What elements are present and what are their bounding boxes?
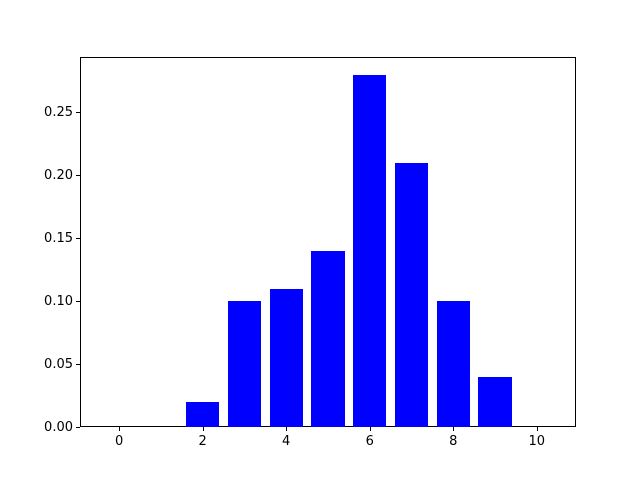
y-tick-mark xyxy=(76,301,80,303)
x-tick-mark xyxy=(453,427,455,431)
bar-x5 xyxy=(311,250,345,427)
y-tick-mark xyxy=(76,238,80,240)
bar-x2 xyxy=(186,401,220,427)
y-tick-mark xyxy=(76,112,80,114)
bar-x7 xyxy=(394,162,429,427)
bar-x4 xyxy=(269,288,303,427)
y-tick-label: 0.05 xyxy=(44,356,73,372)
x-tick-mark xyxy=(202,427,204,431)
x-tick-label: 10 xyxy=(528,434,546,449)
y-tick-mark xyxy=(76,427,80,428)
y-tick-label: 0.20 xyxy=(44,167,73,183)
x-tick-mark xyxy=(536,427,538,431)
x-tick-mark xyxy=(369,427,371,431)
x-tick-label: 4 xyxy=(282,434,291,449)
y-tick-label: 0.15 xyxy=(44,230,73,246)
x-tick-label: 0 xyxy=(115,434,124,449)
bar-x8 xyxy=(436,301,470,427)
x-tick-mark xyxy=(119,427,121,431)
y-tick-label: 0.25 xyxy=(44,104,73,120)
bar-x6 xyxy=(353,74,387,427)
bar-x3 xyxy=(227,301,262,427)
x-tick-label: 6 xyxy=(365,434,374,449)
bar-x9 xyxy=(478,376,512,427)
y-tick-mark xyxy=(76,364,80,366)
y-tick-label: 0.10 xyxy=(44,293,73,309)
x-tick-mark xyxy=(286,427,288,431)
y-tick-mark xyxy=(76,175,80,177)
x-tick-label: 8 xyxy=(449,434,458,449)
x-tick-label: 2 xyxy=(198,434,207,449)
y-tick-label: 0.00 xyxy=(44,419,73,435)
